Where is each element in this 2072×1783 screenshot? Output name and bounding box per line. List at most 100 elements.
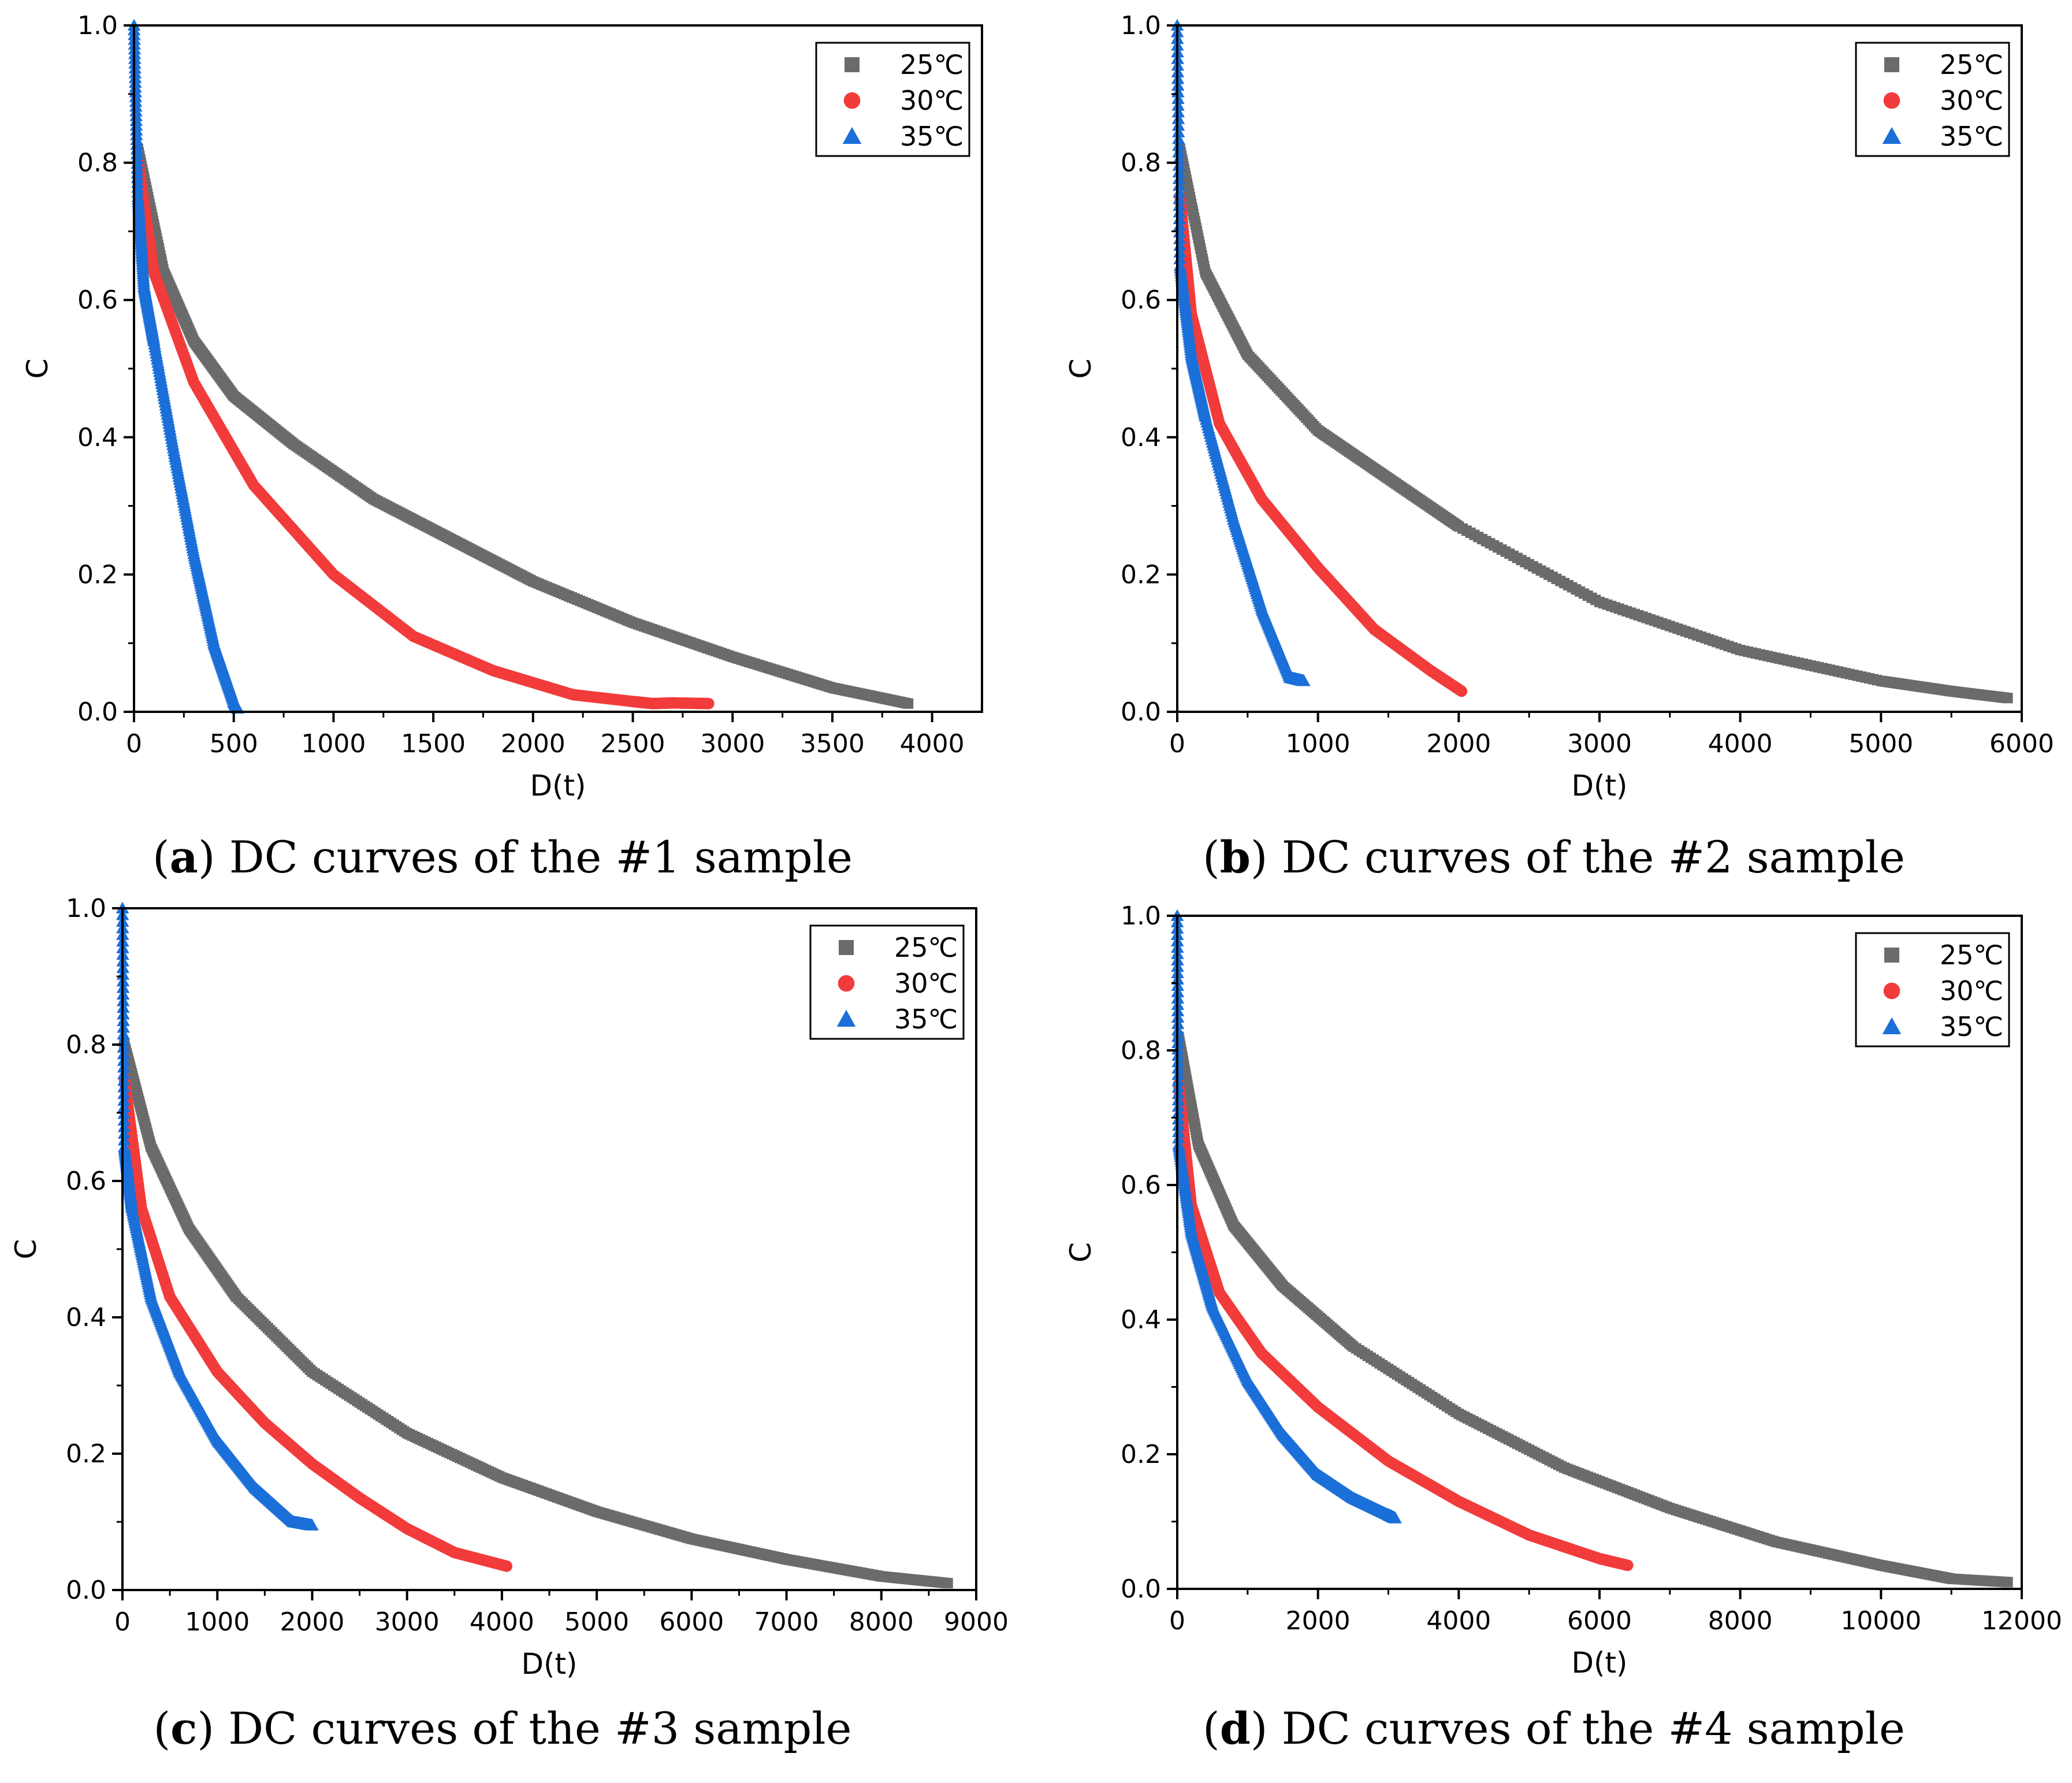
series-35℃ [116,901,319,1531]
legend-label: 35℃ [894,1004,958,1035]
chart-panel-a: 0 500 1000 1500 2000 2500 3000 3500 4000 0.0 0.2 0.… [21,11,983,883]
legend-label: 30℃ [1940,85,2003,116]
data-point [1171,125,1185,138]
y-tick-label: 0.2 [66,1439,106,1469]
x-tick-label: 2000 [280,1607,344,1637]
x-tick-label: 5000 [1848,729,1913,759]
legend-label: 35℃ [1940,121,2003,152]
legend-marker-square [1884,948,1899,963]
series-30℃ [118,1073,512,1572]
y-tick-label: 0.4 [77,423,118,452]
data-point [117,1061,131,1073]
data-point [702,697,715,710]
y-axis-title: C [1064,1242,1098,1262]
caption-close-paren: ) [1251,831,1268,883]
x-axis-title: D(t) [1571,769,1627,803]
chart-panel-b: 0 1000 2000 3000 4000 5000 6000 0.0 0.2 0.4 0.6 0.8… [1064,11,2054,883]
legend-marker-triangle [836,1009,856,1027]
data-point [1171,1112,1185,1125]
caption-open-paren: ( [153,1703,170,1754]
caption-text: DC curves of the #4 sample [1267,1703,1904,1754]
legend: 25℃ 30℃ 35℃ [809,924,965,1040]
legend-marker-circle [1883,982,1900,1000]
y-axis-title: C [21,359,54,379]
x-axis-title: D(t) [530,769,586,803]
y-tick-label: 0.6 [1121,1171,1161,1200]
x-tick-label: 2500 [601,729,665,759]
x-tick-label: 5000 [564,1607,629,1637]
caption-text: DC curves of the #2 sample [1267,831,1904,883]
data-point [231,701,244,714]
data-point [1171,1119,1185,1131]
y-tick-label: 0.8 [1121,148,1161,178]
data-point [1172,139,1185,151]
data-point [1172,172,1186,184]
data-point [1389,1511,1402,1524]
series-25℃ [1173,1031,2013,1588]
data-point [2002,693,2013,704]
legend-label: 30℃ [894,968,958,999]
data-point [1171,1099,1185,1112]
data-point [903,698,914,709]
data-point [117,1120,131,1132]
legend-label: 25℃ [1940,939,2003,971]
y-tick-label: 0.0 [1121,697,1161,727]
y-axis-title: C [1064,359,1098,379]
caption-letter: b [1220,831,1251,883]
x-tick-label: 8000 [849,1607,914,1637]
legend-marker-square [839,940,854,955]
series-30℃ [1173,1078,1634,1572]
legend-marker-circle [1883,92,1900,109]
data-point [1172,1125,1185,1138]
x-tick-label: 9000 [944,1607,1009,1637]
y-tick-label: 0.0 [66,1576,106,1605]
x-tick-label: 3500 [800,729,865,759]
series-30℃ [1174,191,1468,697]
y-tick-label: 0.4 [1121,423,1161,452]
x-tick-label: 500 [210,729,258,759]
x-tick-label: 3000 [700,729,765,759]
y-tick-label: 1.0 [77,11,118,40]
data-point [117,1107,131,1119]
caption-open-paren: ( [1203,831,1220,883]
data-point [117,1067,131,1079]
series-25℃ [132,143,914,709]
y-tick-label: 0.6 [1121,285,1161,315]
chart-panel-d: 0 2000 4000 6000 8000 10000 12000 0.0 0.2 0.4 0.6 0… [1064,901,2062,1754]
x-tick-label: 2000 [501,729,566,759]
legend: 25℃ 30℃ 35℃ [815,42,970,157]
series-25℃ [1174,143,2013,704]
legend-box [809,924,965,1040]
y-tick-label: 0.0 [77,697,118,727]
legend-box [1855,42,2010,157]
y-axis-title: C [9,1239,43,1260]
data-point [1171,119,1185,131]
x-tick-label: 0 [1169,729,1185,759]
caption-letter: a [170,831,198,883]
x-tick-label: 4000 [1426,1606,1491,1636]
x-tick-label: 7000 [754,1607,819,1637]
x-tick-label: 2000 [1426,729,1491,759]
y-tick-label: 0.8 [1121,1036,1161,1065]
data-point [1172,146,1185,158]
caption-letter: d [1220,1703,1251,1754]
x-tick-label: 1000 [301,729,366,759]
panel-caption: (b) DC curves of the #2 sample [1203,831,1905,883]
legend-marker-triangle [1882,1017,1902,1034]
data-point [1172,1131,1185,1144]
x-tick-label: 2000 [1286,1606,1351,1636]
x-axis-title: D(t) [521,1647,577,1681]
data-point [117,1047,131,1060]
data-point [1172,152,1185,164]
data-point [306,1518,319,1531]
x-tick-label: 1000 [1286,729,1351,759]
legend-box [815,42,970,157]
x-tick-label: 4000 [1708,729,1773,759]
x-tick-label: 3000 [375,1607,440,1637]
x-tick-label: 0 [114,1607,131,1637]
y-tick-label: 0.2 [1121,1440,1161,1469]
legend-label: 30℃ [900,85,964,116]
legend-label: 25℃ [900,49,964,80]
x-tick-label: 6000 [1567,1606,1632,1636]
x-tick-label: 6000 [1989,729,2054,759]
